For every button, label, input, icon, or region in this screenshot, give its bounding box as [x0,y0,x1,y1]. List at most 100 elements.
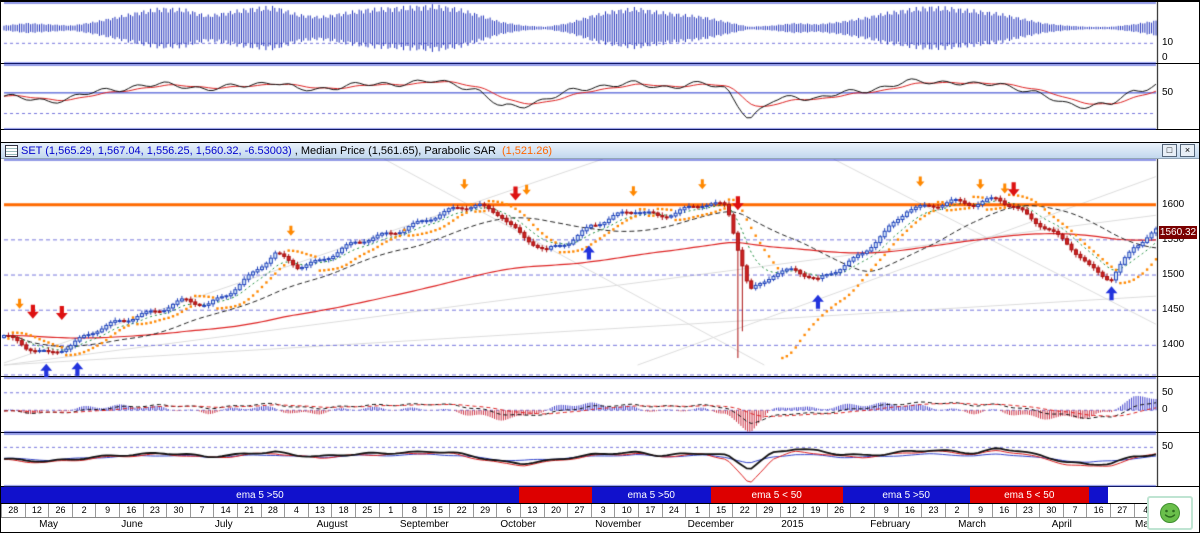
date-tick-label: 20 [550,505,561,515]
date-tick: 27 [1109,504,1134,517]
date-tick: 9 [873,504,898,517]
date-tick: 13 [520,504,544,517]
date-tick: 28 [1,504,25,517]
month-label: November [595,519,642,530]
date-tick-label: 27 [1117,505,1128,515]
date-tick-label: 15 [716,505,727,515]
close-button[interactable]: × [1180,144,1195,157]
date-tick: 22 [449,504,473,517]
date-tick: 21 [236,504,261,517]
date-tick: 16 [118,504,143,517]
panel-macd: 50 0 [1,377,1199,433]
price-chart-canvas[interactable] [1,159,1199,377]
slow-oscillator-axis: 50 [1159,433,1199,486]
title-median-sar: , Median Price (1,561.65), Parabolic SAR [294,144,499,157]
axis-label: 0 [1162,404,1168,416]
date-tick: 30 [166,504,190,517]
date-axis: 28 12 26 2 9 16 23 30 7 14 21 28 4 13 18 25 1 8 15 22 29 6 13 2… [1,503,1157,517]
sticker-overlay[interactable] [1147,496,1193,530]
date-tick-label: 26 [55,505,66,515]
date-tick: 20 [543,504,568,517]
date-tick-label: 18 [338,505,349,515]
date-tick-label: 22 [456,505,467,515]
date-tick: 2 [944,504,969,517]
date-tick: 30 [1039,504,1063,517]
ribbon-segment [518,487,592,503]
date-tick-label: 2 [81,505,87,515]
date-tick: 7 [189,504,214,517]
date-tick-label: 23 [149,505,160,515]
date-tick: 16 [1086,504,1110,517]
chart-icon [5,144,18,157]
date-tick-label: 10 [621,505,632,515]
slow-oscillator-canvas[interactable] [1,433,1199,487]
axis-label: 50 [1162,386,1174,398]
month-label: December [687,519,734,530]
date-tick-label: 22 [739,505,750,515]
month-label: June [121,519,143,530]
date-tick-label: 12 [786,505,797,515]
date-tick-label: 29 [763,505,774,515]
date-tick: 29 [756,504,780,517]
date-tick-label: 14 [220,505,231,515]
date-tick: 8 [402,504,426,517]
ribbon-label: ema 5 >50 [882,489,930,501]
date-tick: 16 [991,504,1016,517]
date-tick: 26 [826,504,851,517]
ribbon-segment: ema 5 < 50 [969,487,1089,503]
month-label: October [500,519,536,530]
date-tick-label: 23 [928,505,939,515]
ribbon-label: ema 5 < 50 [751,489,802,501]
date-tick: 28 [260,504,285,517]
date-tick-label: 25 [362,505,373,515]
date-tick-label: 7 [199,505,205,515]
date-tick-label: 24 [668,505,679,515]
window-buttons: □ × [1162,144,1195,157]
date-tick-label: 9 [883,505,889,515]
ribbon-segment: ema 5 >50 [1,487,519,503]
axis-label: 50 [1162,86,1174,98]
axis-label: 1600 [1162,198,1185,210]
panel-top-histogram: 10 0 [1,2,1199,64]
axis-label: 50 [1162,441,1174,453]
chart-titlebar[interactable]: SET (1,565.29, 1,567.04, 1,556.25, 1,560… [1,142,1199,159]
date-tick-label: 16 [1093,505,1104,515]
date-tick: 13 [307,504,332,517]
date-tick-label: 26 [834,505,845,515]
date-tick-label: 1 [388,505,394,515]
smiley-icon [1160,503,1180,523]
month-axis: May June July August September October Novembe… [1,517,1157,532]
top-histogram-canvas[interactable] [1,2,1199,64]
date-tick-label: 23 [1022,505,1033,515]
axis-label: 10 [1162,37,1174,49]
date-tick-label: 1 [695,505,701,515]
month-label: July [214,519,233,530]
date-tick: 25 [354,504,379,517]
month-label: September [399,519,449,530]
maximize-button[interactable]: □ [1162,144,1177,157]
date-tick-label: 16 [904,505,915,515]
date-tick-label: 6 [506,505,512,515]
date-tick-label: 29 [480,505,491,515]
month-label: May [39,519,59,530]
date-tick: 7 [1062,504,1087,517]
month-label: Ma [1135,519,1149,530]
top-histogram-axis: 10 0 [1159,2,1199,63]
date-tick: 1 [685,504,709,517]
date-tick-label: 21 [244,505,255,515]
macd-canvas[interactable] [1,377,1199,433]
date-tick: 3 [590,504,615,517]
date-tick-label: 30 [1046,505,1057,515]
momentum-oscillator-canvas[interactable] [1,64,1199,130]
date-tick: 26 [48,504,72,517]
momentum-oscillator-axis: 50 [1159,64,1199,129]
date-tick: 15 [425,504,450,517]
date-tick-label: 9 [105,505,111,515]
date-tick: 4 [1133,504,1158,517]
date-tick: 1 [378,504,403,517]
date-tick-label: 16 [126,505,137,515]
price-axis: 1600 1550 1500 1450 1400 1560.32 [1159,159,1199,376]
panel-momentum-oscillator: 50 [1,64,1199,130]
date-tick: 12 [779,504,804,517]
date-tick: 18 [331,504,355,517]
